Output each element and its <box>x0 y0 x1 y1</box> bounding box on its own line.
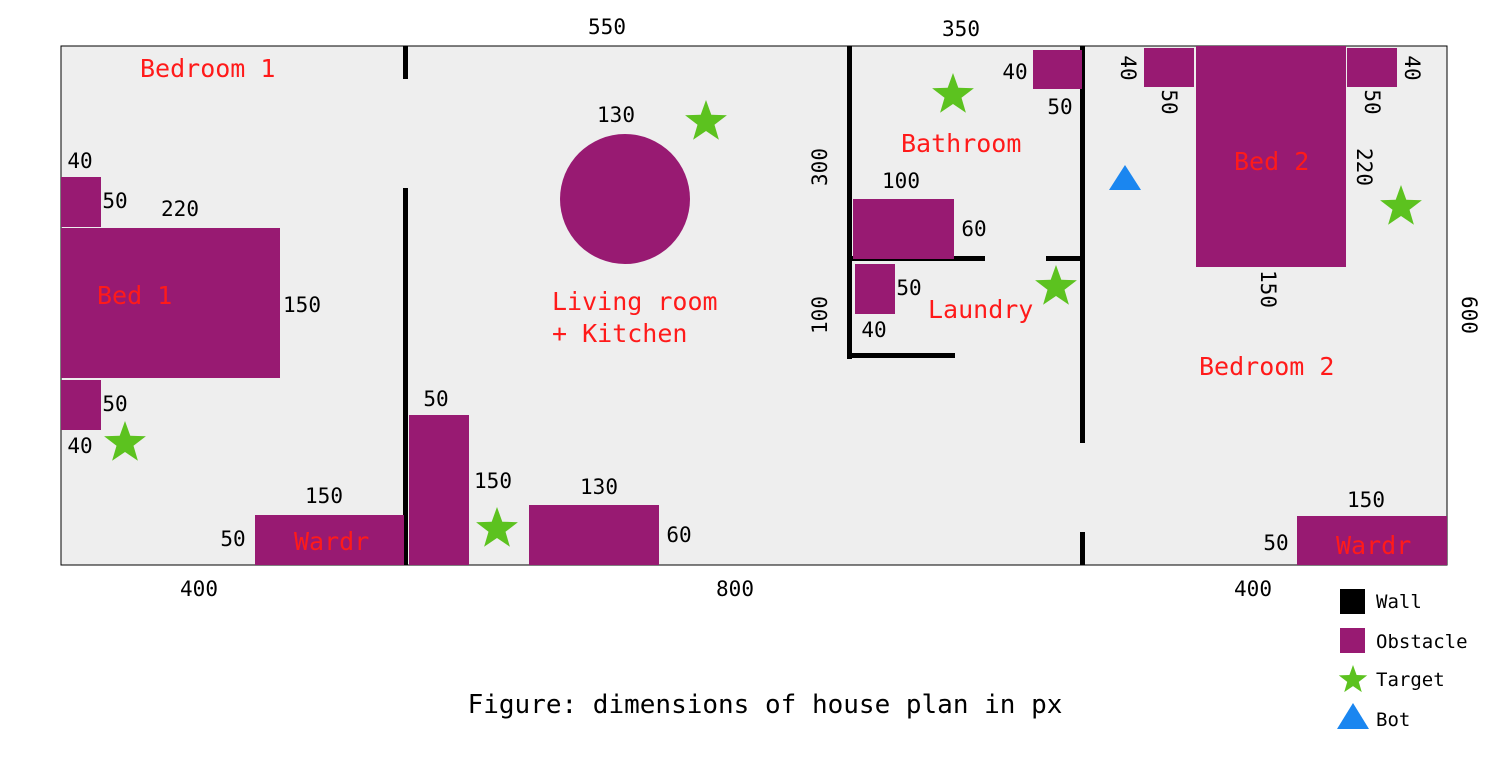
furniture-label-bed1: Bed 1 <box>97 281 172 310</box>
dim-label: 130 <box>580 475 618 499</box>
dim-label: 150 <box>283 293 321 317</box>
dim-label: 100 <box>882 169 920 193</box>
dim-label: 50 <box>1263 531 1288 555</box>
dim-label: 60 <box>961 217 986 241</box>
dim-label: 220 <box>161 197 199 221</box>
legend-target-label: Target <box>1376 669 1445 691</box>
bed-2 <box>1196 46 1346 267</box>
dim-label: 40 <box>861 318 886 342</box>
dim-label: 40 <box>1116 55 1140 80</box>
room-label-laundry: Laundry <box>928 295 1033 324</box>
dim-label: 400 <box>180 577 218 601</box>
wall-bedroom1-top <box>403 46 408 79</box>
room-label-living: Living room <box>552 287 718 316</box>
round-table <box>560 134 690 264</box>
bot-triangle-icon <box>1109 165 1141 190</box>
dim-label: 50 <box>102 392 127 416</box>
dim-label: 350 <box>942 17 980 41</box>
wall-bedroom1-lower <box>403 188 408 565</box>
bed-1 <box>61 228 280 378</box>
legend-obstacle-label: Obstacle <box>1376 631 1468 653</box>
legend-obstacle-swatch <box>1340 628 1365 653</box>
dim-label: 800 <box>716 577 754 601</box>
legend-bot-label: Bot <box>1376 709 1410 731</box>
dim-label: 220 <box>1352 148 1376 186</box>
wardrobe-1 <box>255 515 404 565</box>
wall-bedroom2-left <box>1080 46 1085 443</box>
furniture-label-bed2: Bed 2 <box>1234 147 1309 176</box>
dim-label: 50 <box>1047 95 1072 119</box>
table <box>529 505 659 565</box>
dim-label: 150 <box>1256 270 1280 308</box>
furniture-label-wardr1: Wardr <box>294 527 369 556</box>
dimension-labels-rotated-cw: 600 40 50 50 40 220 150 <box>1116 55 1481 334</box>
nightstand-1 <box>61 177 101 227</box>
legend-target-star-icon <box>1338 665 1368 693</box>
dim-label: 50 <box>896 276 921 300</box>
dim-label: 130 <box>597 103 635 127</box>
nightstand-2 <box>61 380 101 430</box>
dim-label: 550 <box>588 15 626 39</box>
wall-bedroom2-stub <box>1046 256 1080 261</box>
dim-label: 400 <box>1234 577 1272 601</box>
dim-label: 50 <box>220 527 245 551</box>
obstacles <box>61 46 1447 565</box>
room-label-bathroom: Bathroom <box>901 129 1021 158</box>
wall-bathroom-left <box>847 46 852 359</box>
dim-label: 50 <box>423 387 448 411</box>
dim-label: 150 <box>305 484 343 508</box>
dim-label: 100 <box>808 296 832 334</box>
wardrobe-2 <box>1297 516 1447 565</box>
dim-label: 50 <box>1360 89 1384 114</box>
dim-label: 40 <box>1002 60 1027 84</box>
dim-label: 150 <box>474 469 512 493</box>
couch <box>409 415 469 565</box>
nightstand-3 <box>1144 48 1194 87</box>
dimension-labels-rotated-ccw: 300 100 <box>808 148 832 334</box>
room-label-bedroom1: Bedroom 1 <box>140 54 275 83</box>
figure-caption: Figure: dimensions of house plan in px <box>468 690 1063 720</box>
room-label-kitchen: + Kitchen <box>552 319 687 348</box>
furniture-label-wardr2: Wardr <box>1336 531 1411 560</box>
dim-label: 50 <box>1157 89 1181 114</box>
dimension-labels: 550 350 400 800 400 130 40 50 220 150 50… <box>67 15 1385 601</box>
dim-label: 300 <box>808 148 832 186</box>
legend-wall-swatch <box>1340 589 1365 614</box>
room-label-bedroom2: Bedroom 2 <box>1199 352 1334 381</box>
toilet <box>1033 50 1082 89</box>
dim-label: 40 <box>67 149 92 173</box>
dim-label: 60 <box>666 523 691 547</box>
wall-bedroom2-bottom <box>1080 532 1085 565</box>
dim-label: 150 <box>1347 488 1385 512</box>
dim-label: 600 <box>1457 296 1481 334</box>
bathroom-counter <box>853 199 954 259</box>
legend-wall-label: Wall <box>1376 591 1422 613</box>
nightstand-4 <box>1347 48 1397 87</box>
wall-laundry-bottom <box>847 353 955 358</box>
legend-bot-triangle-icon <box>1337 703 1369 729</box>
legend: Wall Obstacle Target Bot <box>1337 589 1468 731</box>
dim-label: 40 <box>67 434 92 458</box>
dim-label: 40 <box>1400 55 1424 80</box>
dim-label: 50 <box>102 189 127 213</box>
laundry-machine <box>855 264 895 314</box>
room-labels: Bedroom 1 Living room + Kitchen Bathroom… <box>97 54 1411 560</box>
